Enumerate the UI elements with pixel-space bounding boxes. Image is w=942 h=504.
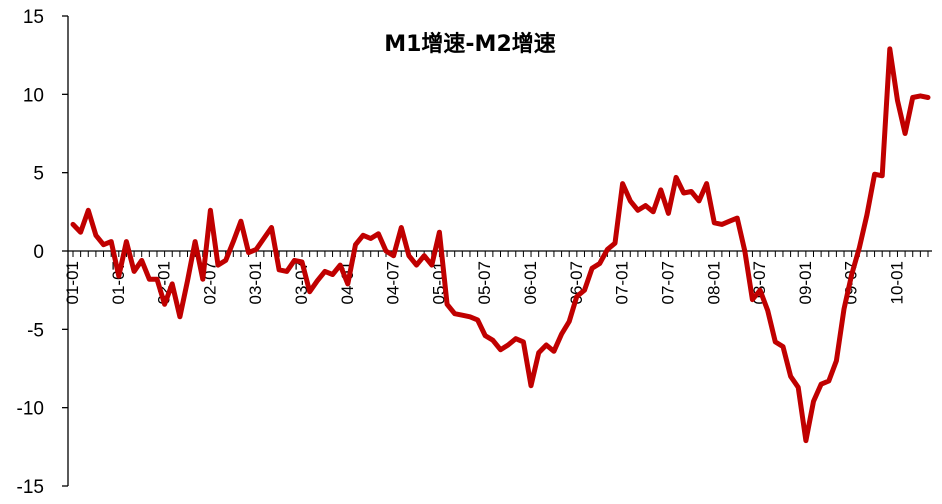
y-tick-label: 10 bbox=[23, 85, 44, 106]
y-tick-label: -10 bbox=[17, 399, 44, 420]
x-tick-label: 10-01 bbox=[887, 261, 906, 304]
x-tick-label: 06-01 bbox=[521, 261, 540, 304]
x-tick-label: 08-01 bbox=[704, 261, 723, 304]
x-tick-label: 01-07 bbox=[109, 261, 128, 304]
series-line bbox=[70, 46, 931, 444]
y-axis: 15 10 5 0 -5 -10 -15 bbox=[17, 7, 69, 498]
y-tick-label: 15 bbox=[23, 7, 44, 28]
chart-title: M1增速-M2增速 bbox=[384, 31, 556, 57]
plot-area bbox=[70, 46, 931, 444]
y-tick-label: 5 bbox=[33, 164, 44, 185]
x-tick-label: 07-07 bbox=[658, 261, 677, 304]
x-tick-label: 09-01 bbox=[796, 261, 815, 304]
x-tick-label: 01-01 bbox=[63, 261, 82, 304]
x-tick-label: 07-01 bbox=[613, 261, 632, 304]
x-tick-label: 04-07 bbox=[384, 261, 403, 304]
x-tick-label: 03-01 bbox=[246, 261, 265, 304]
y-tick-label: -5 bbox=[27, 320, 44, 341]
y-tick-label: 0 bbox=[33, 242, 44, 263]
x-tick-label: 05-07 bbox=[475, 261, 494, 304]
y-tick-label: -15 bbox=[17, 477, 44, 498]
